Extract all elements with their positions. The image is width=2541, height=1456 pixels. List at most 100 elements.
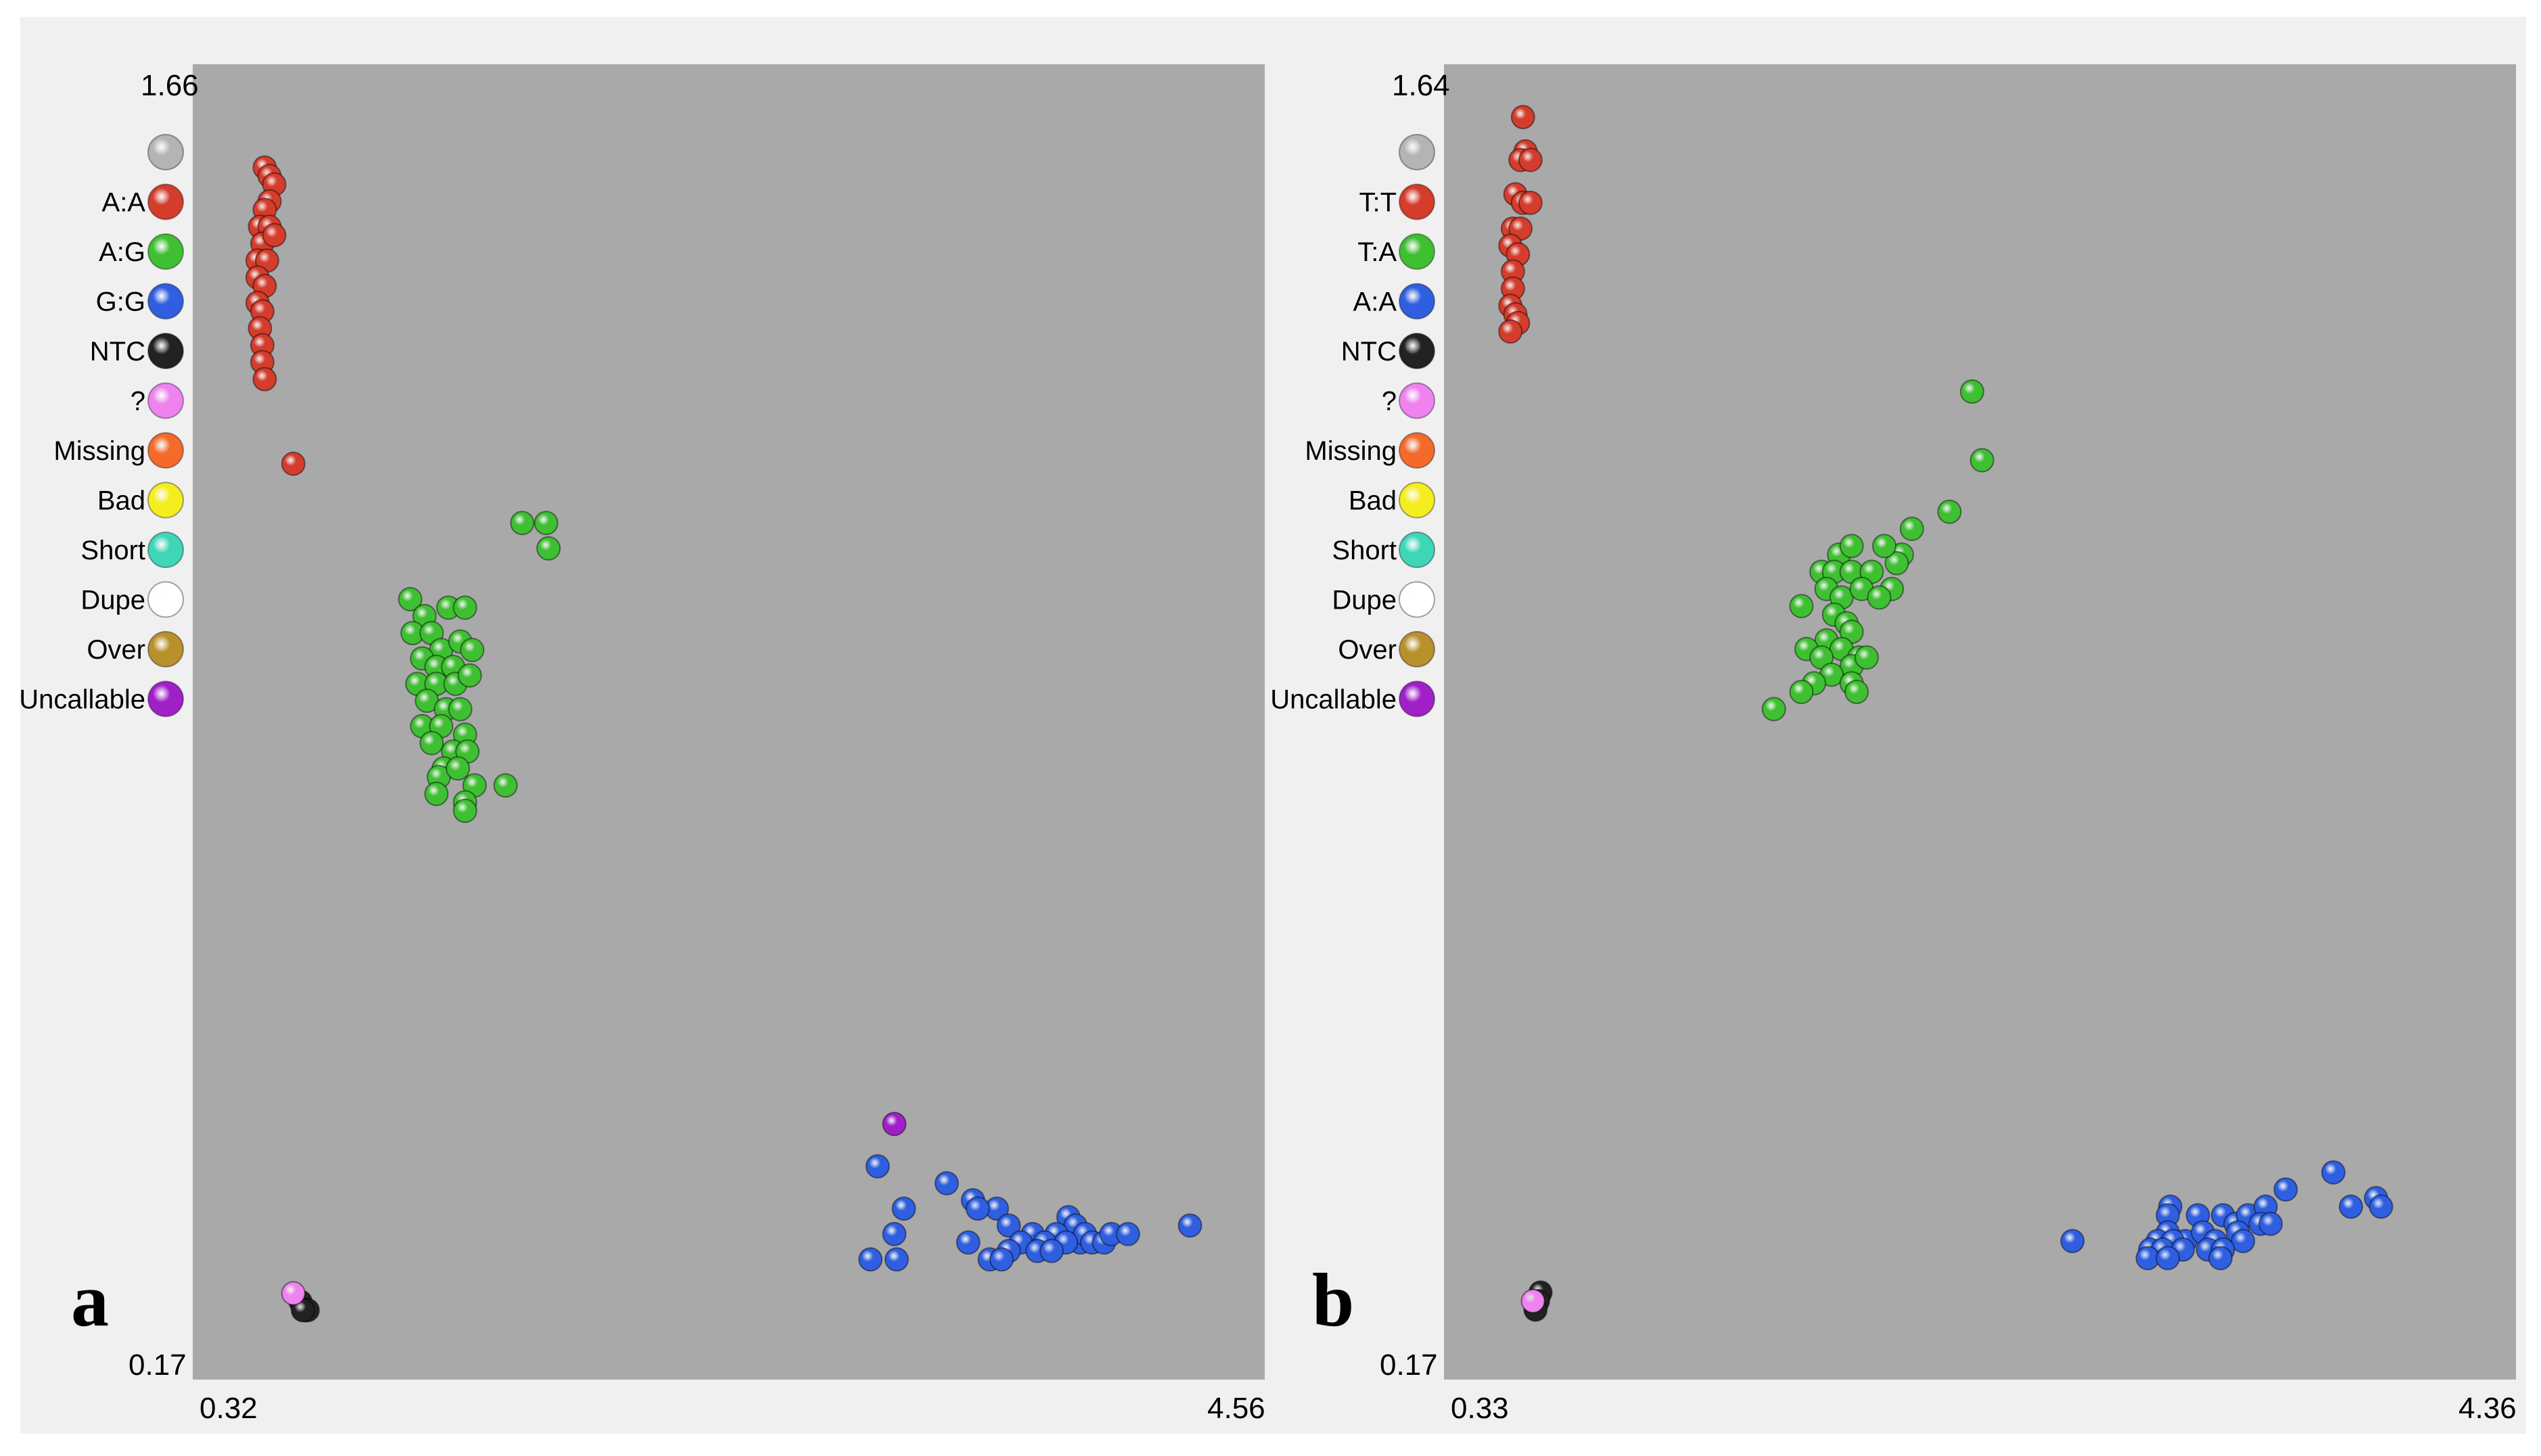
x-max-label-a: 4.56 — [1207, 1392, 1265, 1425]
point-t-a-17 — [1867, 585, 1892, 610]
legend-swatch-uncallable — [147, 680, 184, 718]
x-min-label-a: 0.32 — [200, 1392, 258, 1425]
point-g-g-4 — [965, 1196, 990, 1221]
point-t-a-21 — [1839, 619, 1864, 644]
legend-label-bad: Bad — [1349, 486, 1397, 516]
chart-panel-b: 1.64 0.17 0.33 4.36 b T:T T:A A:A NTC? Missi… — [1272, 17, 2526, 1434]
point-a-g-18 — [457, 663, 482, 688]
legend-swatch-a-a — [1399, 283, 1435, 320]
legend-swatch-t-a — [1399, 233, 1435, 270]
point-t-t-0 — [1510, 105, 1535, 130]
point-g-g-27 — [989, 1247, 1014, 1272]
legend-label-a-a: A:A — [102, 188, 146, 218]
point-a-a-18 — [2231, 1229, 2256, 1254]
point-a-g-1 — [534, 511, 559, 536]
point-t-a-0 — [1959, 379, 1984, 404]
point-a-a-27 — [2321, 1160, 2346, 1185]
point-a-g-11 — [460, 638, 485, 663]
point-a-g-2 — [536, 536, 561, 561]
legend-label-over: Over — [1338, 635, 1397, 665]
legend-swatch-over — [147, 631, 184, 667]
point-a-g-21 — [448, 697, 473, 722]
legend-label-missing: Missing — [1305, 436, 1397, 466]
point-a-g-0 — [510, 511, 535, 536]
points-b — [1498, 105, 2394, 1322]
chart-panel-a: 1.66 0.17 0.32 4.56 a A:A A:G G:G NTC? Missi… — [20, 17, 1275, 1434]
legend-label-q: ? — [131, 387, 145, 417]
point-a-g-6 — [452, 595, 477, 620]
y-min-label-b: 0.17 — [1380, 1348, 1438, 1382]
point-g-g-5 — [891, 1196, 916, 1221]
legend-swatch-dupe — [147, 581, 184, 618]
point-t-a-5 — [1884, 550, 1909, 576]
legend-swatch-bad — [1399, 482, 1435, 519]
y-max-label-b: 1.64 — [1392, 69, 1450, 102]
point-a-a-8 — [262, 222, 287, 248]
legend-swatch-short — [1399, 532, 1435, 568]
point-g-g-21 — [956, 1230, 981, 1255]
legend-swatch-blank — [1399, 134, 1435, 170]
legend-label-dupe: Dupe — [80, 586, 145, 615]
y-min-label-a: 0.17 — [129, 1348, 187, 1382]
point-a-g-25 — [419, 730, 444, 755]
legend-label-uncallable: Uncallable — [20, 685, 145, 715]
point-a-a-30 — [2339, 1194, 2363, 1219]
point-uncallable-0 — [882, 1112, 907, 1136]
point-t-a-12 — [1859, 559, 1884, 584]
point-t-t-16 — [1498, 319, 1523, 344]
legend-swatch-ntc — [147, 333, 184, 369]
legend-label-bad: Bad — [97, 486, 145, 516]
legend-swatch-short — [147, 532, 184, 568]
legend-swatch-missing — [1399, 432, 1435, 469]
point-t-a-3 — [1899, 517, 1924, 541]
point-t-a-28 — [1855, 645, 1879, 670]
legend-swatch-a-g — [147, 233, 184, 270]
legend-swatch-q — [147, 382, 184, 419]
point-a-g-30 — [446, 756, 470, 781]
legend-swatch-bad — [147, 482, 184, 519]
legend-label-ntc: NTC — [90, 337, 145, 367]
point-g-g-6 — [996, 1213, 1021, 1238]
legend-label-a-a: A:A — [1353, 287, 1397, 317]
point-g-g-24 — [1040, 1238, 1064, 1263]
legend-swatch-t-t — [1399, 183, 1435, 220]
point-q-0 — [281, 1281, 306, 1306]
y-max-label-a: 1.66 — [141, 69, 199, 102]
plot-area-b — [1444, 64, 2516, 1380]
point-a-g-3 — [398, 587, 423, 611]
point-t-t-3 — [1518, 147, 1543, 172]
point-a-g-33 — [424, 781, 449, 806]
scatter-chart-b: 1.64 0.17 0.33 4.36 b T:T T:A A:A NTC? Missi… — [1272, 64, 2517, 1425]
point-a-a-25 — [2155, 1246, 2181, 1271]
point-g-g-28 — [858, 1247, 883, 1272]
point-t-a-26 — [1809, 645, 1834, 670]
legend-label-short: Short — [80, 536, 145, 565]
legend-label-t-a: T:A — [1357, 237, 1397, 267]
point-t-t-6 — [1518, 190, 1543, 215]
point-a-a-26 — [2208, 1246, 2233, 1271]
point-g-g-1 — [934, 1171, 959, 1196]
point-t-a-34 — [1761, 697, 1786, 722]
point-t-a-18 — [1789, 594, 1814, 619]
point-a-a-29 — [2369, 1194, 2394, 1219]
points-a — [245, 155, 1203, 1323]
legend-swatch-uncallable — [1399, 680, 1435, 718]
point-a-a-19 — [281, 451, 306, 476]
legend-label-dupe: Dupe — [1332, 586, 1397, 615]
legend-swatch-q — [1399, 382, 1435, 419]
point-t-a-33 — [1844, 680, 1869, 705]
point-t-a-7 — [1839, 534, 1864, 559]
legend-label-missing: Missing — [53, 436, 145, 466]
legend-swatch-dupe — [1399, 581, 1435, 618]
legend-swatch-missing — [147, 432, 184, 469]
panel-letter-b: b — [1312, 1259, 1354, 1342]
scatter-chart-a: 1.66 0.17 0.32 4.56 a A:A A:G G:G NTC? Missi… — [20, 64, 1265, 1425]
legend-label-over: Over — [87, 635, 145, 665]
point-t-a-32 — [1789, 680, 1814, 705]
legend-swatch-over — [1399, 631, 1435, 667]
legend-swatch-ntc — [1399, 333, 1435, 369]
point-g-g-16 — [1115, 1221, 1140, 1246]
point-a-a-0 — [2060, 1229, 2085, 1254]
point-t-t-8 — [1508, 216, 1533, 241]
plot-area-a — [193, 64, 1265, 1380]
